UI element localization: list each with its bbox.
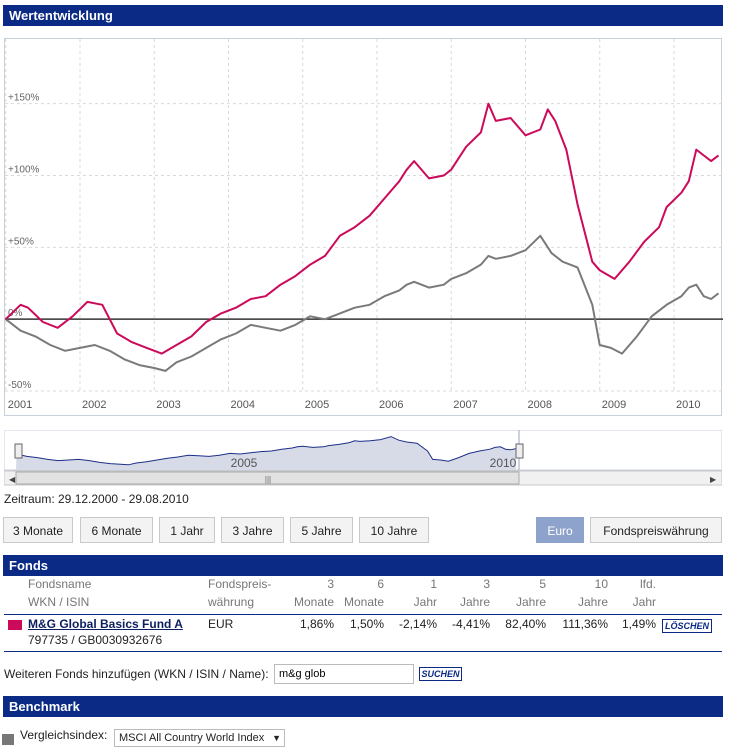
col-header-fondspreis: Fondspreis-	[208, 577, 272, 591]
x-tick-label: 2008	[527, 399, 551, 411]
col-header-6m: 6	[377, 577, 384, 591]
fund-perf-3j: -4,41%	[451, 617, 490, 631]
range-3-years-button[interactable]: 3 Jahre	[221, 517, 284, 543]
range-1-year-button[interactable]: 1 Jahr	[159, 517, 215, 543]
scroll-left-icon[interactable]: ◀	[9, 475, 16, 484]
x-tick-label: 2002	[82, 399, 106, 411]
chevron-down-icon: ▼	[272, 733, 281, 743]
col-header-3j: 3	[483, 577, 490, 591]
y-tick-label: +50%	[8, 236, 34, 247]
performance-chart-svg: 2001 2002 2003 2004 2005 2006 2007 2008 2009 2010…	[5, 39, 723, 411]
col-header-1j: 1	[430, 577, 437, 591]
fonds-table-header-line2: WKN / ISIN währung Monate Monate Jahr Ja…	[4, 595, 722, 611]
fund-color-swatch	[8, 620, 22, 630]
fonds-header: Fonds	[3, 555, 723, 576]
x-tick-label: 2004	[230, 399, 254, 411]
fund-perf-6m: 1,50%	[349, 617, 384, 631]
fund-perf-10j: 111,36%	[562, 617, 608, 631]
currency-euro-button[interactable]: Euro	[536, 517, 584, 543]
fund-perf-3m: 1,86%	[299, 617, 334, 631]
col-header-3m: 3	[327, 577, 334, 591]
add-fund-label: Weiteren Fonds hinzufügen (WKN / ISIN / …	[4, 667, 269, 681]
fonds-table-header-line1: Fondsname Fondspreis- 3 6 1 3 5 10 lfd.	[4, 577, 722, 593]
navigator-out-of-range-mask	[519, 431, 721, 469]
x-tick-label: 2003	[156, 399, 180, 411]
fund-perf-lfd: 1,49%	[621, 617, 656, 631]
navigator-line	[16, 436, 517, 466]
y-tick-label: +150%	[8, 93, 40, 104]
navigator-label-2010: 2010	[490, 456, 517, 470]
navigator-left-handle[interactable]	[14, 443, 23, 459]
chart-navigator[interactable]: 2005 2010 ||| ◀ ▶	[3, 429, 723, 486]
col-header-lfd: lfd.	[639, 577, 656, 591]
x-tick-label: 2006	[379, 399, 403, 411]
navigator-svg[interactable]: 2005 2010 ||| ◀ ▶	[3, 429, 723, 486]
col-header-5j: 5	[539, 577, 546, 591]
navigator-area	[16, 436, 516, 470]
range-5-years-button[interactable]: 5 Jahre	[290, 517, 353, 543]
delete-fund-button[interactable]: LÖSCHEN	[662, 619, 712, 633]
col-header-3m-unit: Monate	[293, 595, 334, 609]
y-tick-label: 0%	[8, 308, 23, 319]
fund-perf-5j: 82,40%	[505, 617, 546, 631]
navigator-label-2005: 2005	[231, 456, 258, 470]
benchmark-label: Vergleichsindex:	[20, 728, 108, 742]
range-6-months-button[interactable]: 6 Monate	[80, 517, 153, 543]
range-10-years-button[interactable]: 10 Jahre	[359, 517, 429, 543]
col-header-lfd-unit: Jahr	[632, 595, 656, 609]
wertentwicklung-header: Wertentwicklung	[3, 5, 723, 26]
col-header-waehrung: währung	[208, 595, 255, 609]
col-header-6m-unit: Monate	[343, 595, 384, 609]
currency-fund-button[interactable]: Fondspreiswährung	[590, 517, 722, 543]
col-header-10j: 10	[594, 577, 608, 591]
navigator-right-handle[interactable]	[515, 443, 524, 459]
navigator-scrollbar-thumb[interactable]	[15, 471, 520, 485]
fund-series-line	[5, 102, 720, 355]
benchmark-series-line	[5, 234, 720, 372]
col-header-3j-unit: Jahre	[459, 595, 490, 609]
col-header-wkn-isin: WKN / ISIN	[28, 595, 90, 609]
scrollbar-grip-icon: |||	[265, 475, 271, 484]
col-header-10j-unit: Jahre	[577, 595, 608, 609]
benchmark-header: Benchmark	[3, 696, 723, 717]
x-tick-label: 2005	[305, 399, 329, 411]
add-fund-input[interactable]	[274, 664, 414, 684]
search-fund-button[interactable]: SUCHEN	[419, 667, 462, 681]
range-3-months-button[interactable]: 3 Monate	[3, 517, 73, 543]
fund-name-link[interactable]: M&G Global Basics Fund A	[28, 617, 183, 631]
x-tick-label: 2007	[453, 399, 477, 411]
x-tick-label: 2001	[8, 399, 32, 411]
y-tick-label: -50%	[8, 380, 31, 391]
fund-currency: EUR	[208, 617, 234, 631]
benchmark-select-value: MSCI All Country World Index	[119, 732, 265, 744]
col-header-1j-unit: Jahr	[413, 595, 437, 609]
y-tick-label: +100%	[8, 164, 40, 175]
col-header-fondsname: Fondsname	[28, 577, 92, 591]
scroll-right-icon[interactable]: ▶	[710, 475, 717, 484]
zeitraum-label: Zeitraum: 29.12.2000 - 29.08.2010	[4, 492, 189, 506]
col-header-5j-unit: Jahre	[515, 595, 546, 609]
fund-wkn-isin: 797735 / GB0030932676	[28, 633, 163, 647]
benchmark-color-swatch	[2, 734, 14, 745]
fonds-table-row: M&G Global Basics Fund A 797735 / GB0030…	[4, 614, 722, 652]
x-tick-label: 2009	[602, 399, 626, 411]
fund-perf-1j: -2,14%	[398, 617, 437, 631]
benchmark-select[interactable]: MSCI All Country World Index ▼	[114, 729, 285, 747]
performance-chart: 2001 2002 2003 2004 2005 2006 2007 2008 2009 2010…	[4, 38, 723, 416]
x-tick-label: 2010	[676, 399, 700, 411]
